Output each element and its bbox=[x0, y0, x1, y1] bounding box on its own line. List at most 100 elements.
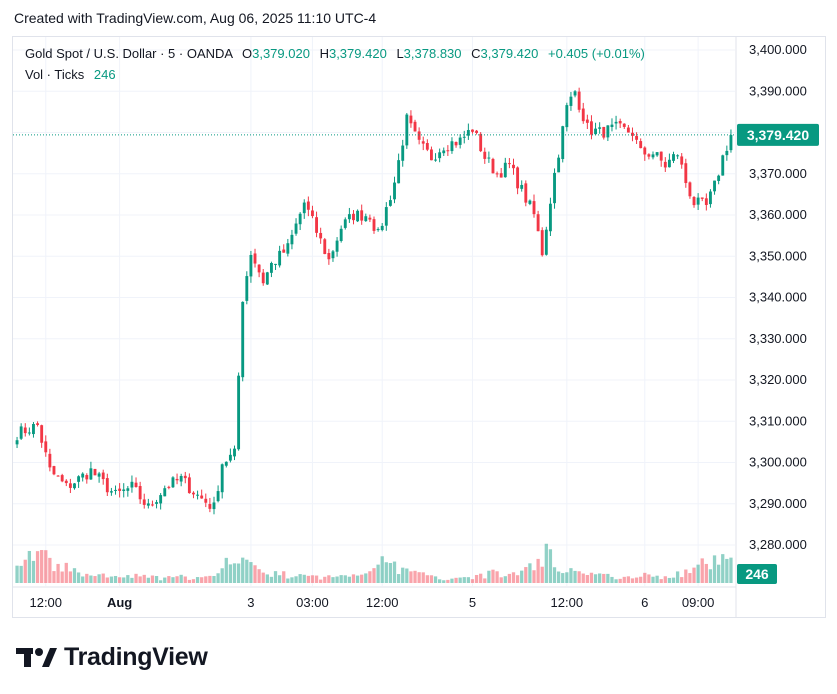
candle-body bbox=[319, 232, 323, 239]
volume-bar bbox=[495, 571, 499, 583]
candle-body bbox=[73, 483, 76, 489]
candle-body bbox=[85, 475, 89, 480]
candle-body bbox=[331, 251, 335, 259]
volume-bar bbox=[236, 563, 241, 583]
candle-body bbox=[23, 427, 27, 434]
candle-body bbox=[721, 155, 725, 176]
x-axis-tick-label: 12:00 bbox=[29, 595, 62, 610]
volume-bar bbox=[241, 557, 245, 583]
volume-bar bbox=[204, 576, 208, 583]
volume-bar bbox=[89, 575, 93, 583]
candle-body bbox=[257, 264, 261, 273]
volume-bar bbox=[409, 571, 413, 583]
candle-body bbox=[626, 127, 630, 133]
volume-bar bbox=[474, 574, 479, 583]
candle-body bbox=[364, 216, 368, 222]
candle-body bbox=[417, 131, 421, 140]
candle-body bbox=[409, 115, 413, 124]
candle-body bbox=[89, 468, 93, 480]
volume-bar bbox=[171, 577, 175, 583]
candle-body bbox=[208, 504, 212, 509]
volume-bar bbox=[503, 576, 507, 583]
low-label: L bbox=[396, 46, 404, 61]
candle-body bbox=[380, 225, 384, 231]
candle-body bbox=[36, 423, 40, 425]
ohlc-legend: Gold Spot / U.S. Dollar · 5 · OANDA O3,3… bbox=[25, 46, 645, 61]
volume-bar bbox=[561, 573, 565, 583]
candle-body bbox=[368, 217, 372, 220]
x-axis-tick-label: 5 bbox=[469, 595, 476, 610]
volume-bar bbox=[511, 572, 516, 583]
volume-bar bbox=[392, 561, 397, 583]
tradingview-logo[interactable]: TradingView bbox=[16, 642, 208, 672]
x-axis-tick-label: Aug bbox=[107, 595, 132, 610]
volume-bar bbox=[528, 563, 532, 583]
volume-bar bbox=[614, 579, 618, 583]
volume-bar bbox=[56, 563, 60, 583]
candle-body bbox=[483, 151, 487, 159]
candle-body bbox=[450, 141, 454, 152]
symbol-label: Gold Spot / U.S. Dollar · 5 · OANDA bbox=[25, 46, 233, 61]
volume-bar bbox=[573, 570, 577, 583]
volume-bar bbox=[191, 579, 196, 583]
volume-bar bbox=[273, 571, 278, 583]
last-price-label: 3,379.420 bbox=[747, 127, 809, 143]
candle-body bbox=[573, 91, 577, 96]
volume-bar bbox=[343, 575, 347, 583]
volume-bar bbox=[277, 575, 282, 583]
volume-bar bbox=[167, 576, 171, 583]
volume-bar bbox=[520, 570, 524, 583]
candle-body bbox=[544, 229, 548, 255]
volume-bar bbox=[19, 565, 23, 583]
change-value: +0.405 (+0.01%) bbox=[548, 46, 645, 61]
candle-body bbox=[360, 210, 364, 221]
volume-bar bbox=[704, 563, 708, 583]
candle-body bbox=[581, 108, 585, 122]
candle-body bbox=[101, 472, 105, 480]
volume-badge bbox=[737, 564, 777, 584]
candle-body bbox=[64, 480, 68, 484]
candles bbox=[15, 87, 733, 515]
volume-bar bbox=[544, 543, 548, 583]
candle-body bbox=[561, 126, 565, 160]
candle-body bbox=[159, 495, 163, 504]
candle-body bbox=[228, 454, 232, 461]
volume-bar bbox=[117, 577, 122, 583]
candle-body bbox=[655, 152, 659, 156]
volume-bar bbox=[639, 576, 643, 583]
candle-body bbox=[577, 91, 581, 110]
volume-bar bbox=[598, 573, 602, 583]
volume-bar bbox=[659, 579, 663, 583]
y-axis-tick-label: 3,340.000 bbox=[749, 290, 807, 305]
candle-body bbox=[676, 155, 680, 157]
candle-body bbox=[343, 219, 347, 228]
candle-body bbox=[610, 124, 614, 127]
volume-bar bbox=[532, 570, 536, 583]
low-value: 3,378.830 bbox=[403, 46, 462, 61]
candle-body bbox=[557, 157, 561, 173]
volume-bar bbox=[68, 571, 73, 583]
volume-bar bbox=[487, 570, 491, 583]
candle-body bbox=[142, 499, 146, 505]
candle-body bbox=[569, 96, 573, 106]
chart-frame[interactable] bbox=[12, 36, 826, 618]
candle-body bbox=[192, 492, 195, 495]
candle-body bbox=[245, 276, 249, 301]
candle-body bbox=[663, 161, 667, 168]
volume-bar bbox=[610, 576, 614, 583]
candle-body bbox=[77, 476, 81, 482]
candle-body bbox=[220, 464, 224, 493]
candle-body bbox=[109, 491, 113, 493]
volume-bar bbox=[187, 579, 192, 583]
volume-bar bbox=[421, 572, 425, 583]
volume-bar bbox=[716, 564, 721, 583]
candle-body bbox=[302, 202, 306, 214]
volume-bar bbox=[130, 577, 134, 583]
candle-body bbox=[294, 223, 298, 234]
candle-body bbox=[466, 130, 470, 136]
volume-bar bbox=[122, 577, 126, 583]
candle-body bbox=[651, 154, 655, 158]
candle-body bbox=[347, 214, 351, 220]
volume-bar bbox=[327, 575, 331, 583]
